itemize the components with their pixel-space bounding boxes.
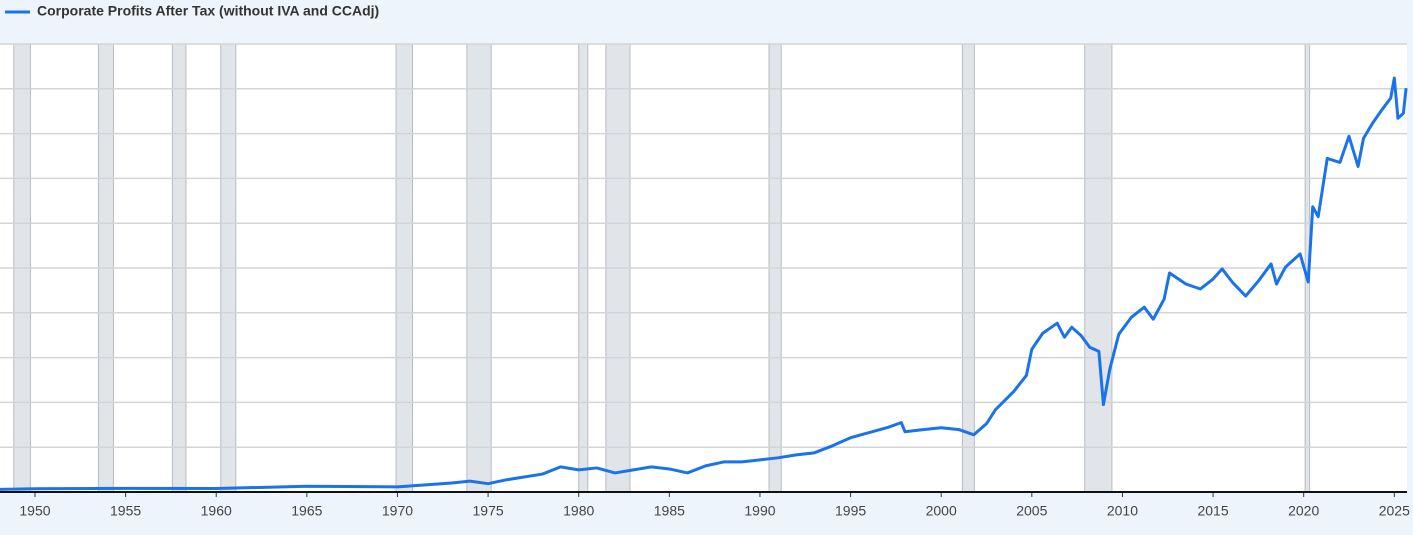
x-tick-label: 1975 [473,503,504,519]
grid [0,43,1407,493]
x-tick-label: 2025 [1379,503,1410,519]
x-tick-label: 1995 [835,503,866,519]
x-tick-label: 1965 [291,503,322,519]
x-tick-label: 2015 [1197,503,1228,519]
x-tick-label: 2010 [1107,503,1138,519]
recession-bands [13,43,1311,493]
x-tick-label: 2020 [1288,503,1319,519]
x-tick-label: 1980 [563,503,594,519]
x-tick-label: 2005 [1016,503,1047,519]
x-tick-label: 1990 [744,503,775,519]
x-tick-label: 1955 [110,503,141,519]
x-tick-label: 1960 [201,503,232,519]
legend-label: Corporate Profits After Tax (without IVA… [37,3,379,19]
x-tick-label: 1985 [654,503,685,519]
x-tick-label: 1950 [19,503,50,519]
x-tick-label: 1970 [382,503,413,519]
series-line [0,76,1408,491]
x-tick-label: 2000 [926,503,957,519]
